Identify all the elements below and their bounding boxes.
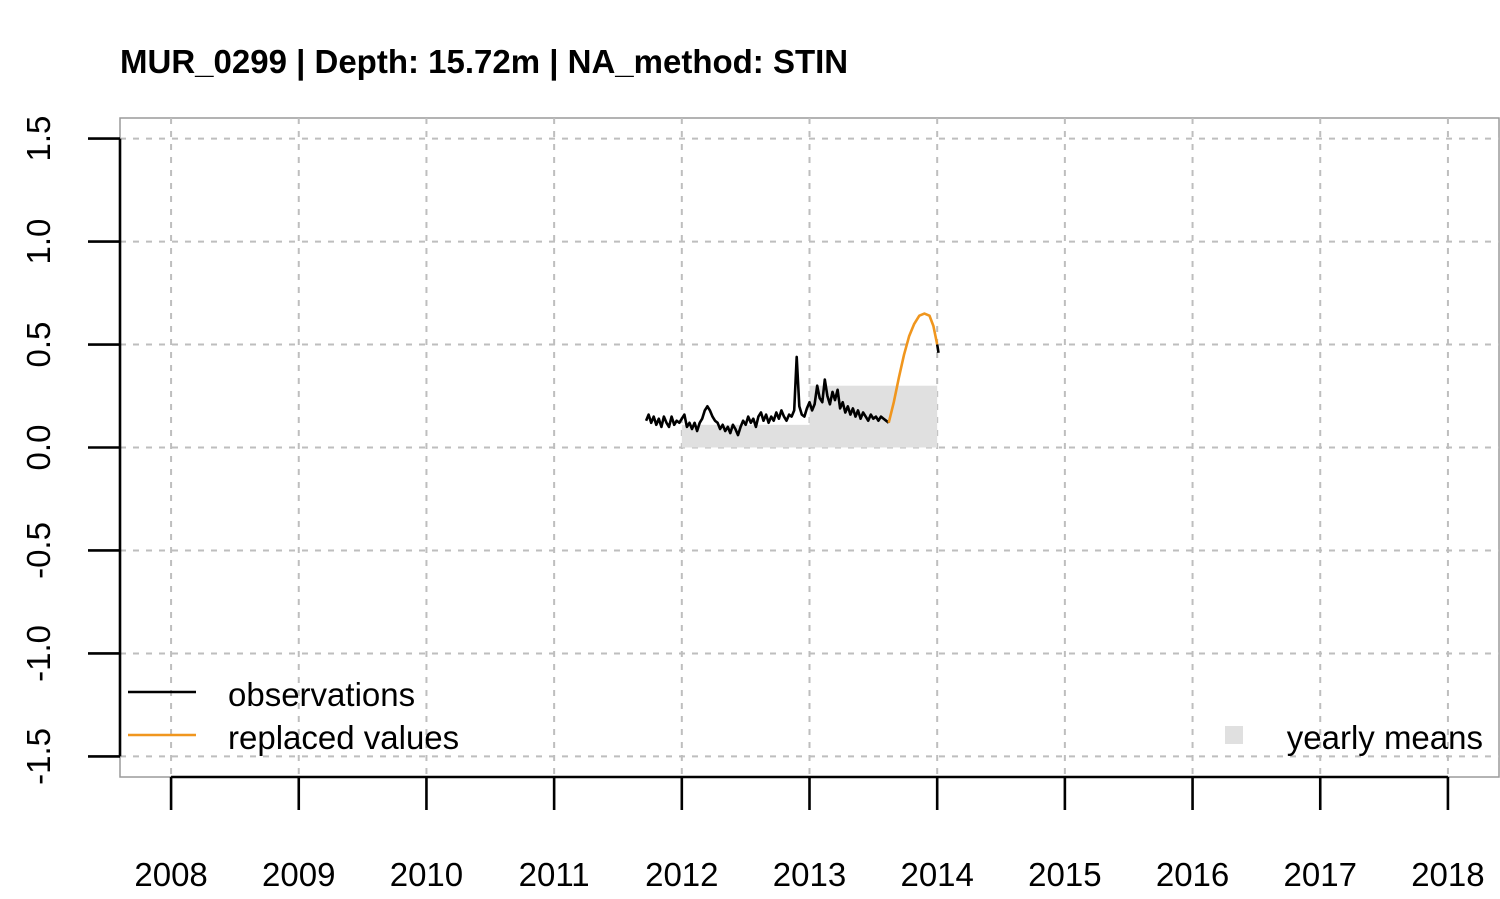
legend: observations replaced values yearly mean… xyxy=(128,676,1483,756)
x-tick-label: 2017 xyxy=(1284,856,1357,893)
x-tick-label: 2018 xyxy=(1411,856,1484,893)
y-tick-label: 1.5 xyxy=(20,116,57,162)
legend-replaced-label: replaced values xyxy=(228,719,459,756)
x-tick-label: 2015 xyxy=(1028,856,1101,893)
y-tick-label: -1.5 xyxy=(20,728,57,785)
x-tick-label: 2014 xyxy=(900,856,973,893)
legend-yearly-means-label: yearly means xyxy=(1287,719,1483,756)
legend-yearly-means-swatch xyxy=(1225,726,1243,744)
yearly-mean-bar xyxy=(681,424,810,448)
y-tick-label: 1.0 xyxy=(20,219,57,265)
y-tick-label: 0.0 xyxy=(20,425,57,471)
x-tick-label: 2009 xyxy=(262,856,335,893)
y-tick-label: 0.5 xyxy=(20,322,57,368)
chart-title: MUR_0299 | Depth: 15.72m | NA_method: ST… xyxy=(120,43,848,80)
x-axis: 2008 2009 2010 2011 2012 2013 2014 2015 2016 2017… xyxy=(134,775,1485,893)
series xyxy=(644,312,940,437)
x-tick-label: 2008 xyxy=(134,856,207,893)
y-tick-label: -0.5 xyxy=(20,522,57,579)
x-tick-label: 2016 xyxy=(1156,856,1229,893)
replaced-values-line xyxy=(887,312,939,424)
y-axis: -1.5 -1.0 -0.5 0.0 0.5 1.0 1.5 xyxy=(20,116,122,785)
x-tick-label: 2010 xyxy=(390,856,463,893)
x-tick-label: 2012 xyxy=(645,856,718,893)
x-tick-label: 2013 xyxy=(773,856,846,893)
y-tick-label: -1.0 xyxy=(20,625,57,682)
observations-line xyxy=(935,344,940,354)
x-tick-label: 2011 xyxy=(519,856,590,893)
legend-observations-label: observations xyxy=(228,676,415,713)
observations-line xyxy=(644,355,890,437)
